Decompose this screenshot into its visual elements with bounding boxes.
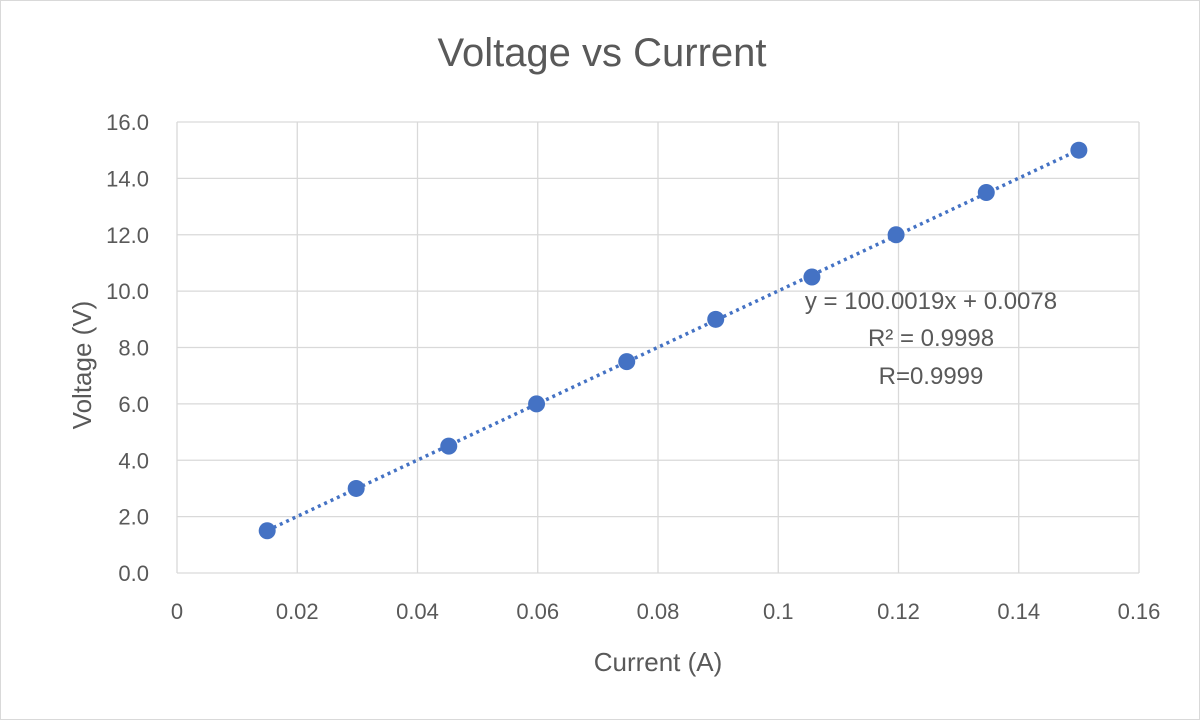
y-axis-title: Voltage (V)	[67, 301, 97, 430]
x-tick-label: 0	[171, 599, 183, 624]
y-tick-label: 10.0	[106, 279, 149, 304]
data-point	[347, 479, 365, 497]
y-tick-label: 16.0	[106, 110, 149, 135]
trendline-equation: y = 100.0019x + 0.0078	[805, 288, 1057, 315]
x-tick-label: 0.16	[1118, 599, 1161, 624]
data-point	[528, 395, 546, 413]
data-point	[258, 522, 276, 540]
trendline	[266, 148, 1080, 533]
x-tick-label: 0.1	[763, 599, 794, 624]
trendline-r-squared: R² = 0.9998	[868, 325, 994, 352]
x-tick-label: 0.08	[637, 599, 680, 624]
x-tick-label: 0.14	[997, 599, 1040, 624]
x-tick-label: 0.12	[877, 599, 920, 624]
y-tick-label: 6.0	[118, 392, 149, 417]
data-point	[803, 268, 821, 286]
trendline-labels: y = 100.0019x + 0.0078 R² = 0.9998 R=0.9…	[805, 288, 1057, 390]
x-tick-label: 0.06	[516, 599, 559, 624]
data-point	[440, 437, 458, 455]
y-tick-label: 4.0	[118, 448, 149, 473]
data-point	[618, 353, 636, 371]
x-tick-label: 0.02	[276, 599, 319, 624]
y-tick-label: 12.0	[106, 223, 149, 248]
trendline-r: R=0.9999	[879, 363, 984, 390]
y-tick-label: 14.0	[106, 166, 149, 191]
x-tick-label: 0.04	[396, 599, 439, 624]
chart-title: Voltage vs Current	[437, 31, 766, 75]
y-tick-label: 2.0	[118, 505, 149, 530]
data-point	[887, 226, 905, 244]
data-point	[1070, 141, 1088, 159]
y-tick-label: 0.0	[118, 561, 149, 586]
y-axis-ticks: 0.0 2.0 4.0 6.0 8.0 10.0 12.0 14.0 16.0	[106, 110, 149, 586]
gridlines	[176, 121, 1140, 574]
data-point	[977, 183, 995, 201]
x-axis-title: Current (A)	[594, 647, 723, 677]
data-points	[258, 141, 1088, 540]
y-tick-label: 8.0	[118, 336, 149, 361]
data-point	[707, 310, 725, 328]
x-axis-ticks: 0 0.02 0.04 0.06 0.08 0.1 0.12 0.14 0.16	[171, 599, 1161, 624]
